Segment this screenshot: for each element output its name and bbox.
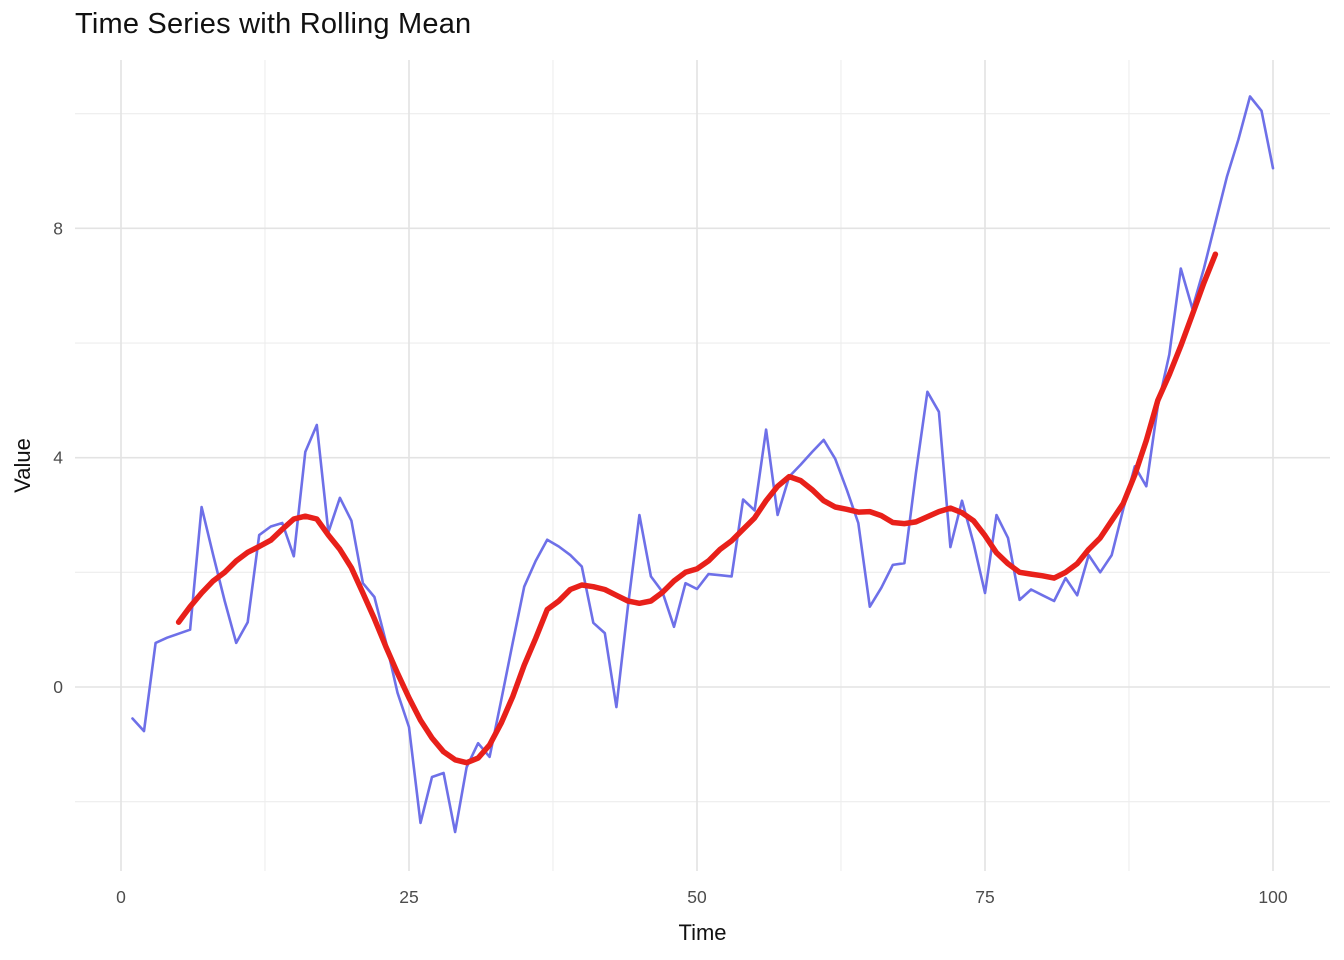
x-tick-label: 100 — [1258, 887, 1287, 907]
raw-series-line — [131, 95, 1275, 834]
y-tick-label: 0 — [53, 677, 63, 697]
major-gridlines — [75, 60, 1330, 871]
rolling-mean-line — [175, 251, 1219, 766]
x-tick-label: 0 — [116, 887, 126, 907]
x-tick-label: 25 — [399, 887, 418, 907]
y-tick-label: 8 — [53, 218, 63, 238]
x-axis-title: Time — [678, 920, 726, 945]
x-tick-label: 75 — [975, 887, 994, 907]
x-tick-label: 50 — [687, 887, 707, 907]
y-axis-title: Value — [10, 438, 35, 493]
chart-title: Time Series with Rolling Mean — [75, 8, 472, 40]
x-tick-labels: 0 25 50 75 100 — [116, 887, 1288, 907]
y-tick-labels: 0 4 8 — [53, 218, 63, 697]
minor-gridlines — [75, 60, 1330, 871]
y-tick-label: 4 — [53, 448, 63, 468]
